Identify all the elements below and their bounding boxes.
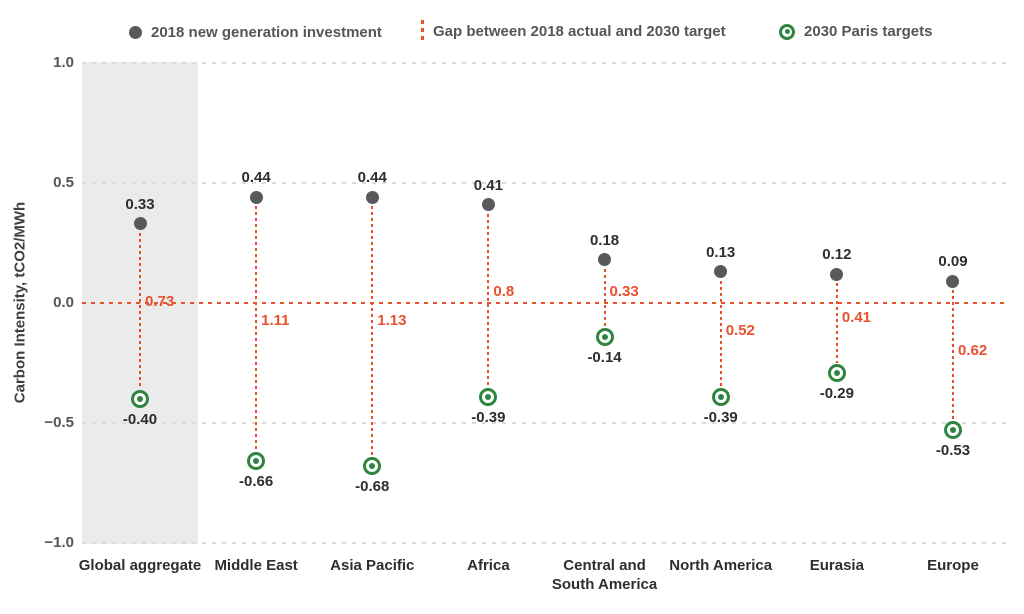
region-label: Africa (467, 557, 510, 574)
legend-label-investment: 2018 new generation investment (151, 24, 382, 41)
target-value-label: -0.39 (471, 408, 506, 426)
gap-value-label: 0.52 (725, 322, 755, 339)
investment-dot (714, 265, 728, 279)
legend-label-targets: 2030 Paris targets (804, 23, 933, 40)
legend-item-investment: 2018 new generation investment (129, 24, 382, 41)
legend-item-targets: 2030 Paris targets (779, 23, 932, 40)
gap-line (255, 206, 258, 452)
target-ring-inner (949, 427, 956, 434)
target-ring-inner (485, 393, 492, 400)
gap-value-label: 0.8 (493, 283, 515, 300)
target-ring-inner (717, 393, 724, 400)
region-label: Asia Pacific (330, 557, 415, 574)
region-label: Central and South America (551, 557, 658, 593)
target-ring-inner (253, 458, 260, 465)
ring-dot-icon (779, 23, 795, 40)
gap-value-label: 1.11 (261, 312, 290, 329)
target-value-label: -0.39 (703, 408, 738, 426)
target-value-label: -0.29 (819, 384, 854, 402)
target-ring-inner (369, 463, 376, 470)
gap-line (603, 268, 606, 327)
gap-value-label: 1.13 (377, 312, 407, 329)
gap-value-label: 0.33 (609, 283, 639, 300)
y-tick-label: 1.0 (53, 54, 74, 71)
gap-line (139, 232, 141, 389)
gap-value-label: 0.73 (145, 293, 175, 310)
target-ring (131, 390, 149, 408)
investment-dot (481, 198, 495, 212)
target-ring (827, 363, 846, 382)
region-label: North America (669, 557, 773, 574)
target-value-label: -0.53 (935, 442, 971, 460)
gap-line (487, 213, 490, 387)
region-label: Europe (927, 557, 979, 574)
investment-value-label: 0.09 (938, 253, 968, 271)
target-ring-inner (137, 396, 143, 402)
investment-value-label: 0.13 (706, 243, 736, 261)
gap-value-label: 0.41 (841, 309, 872, 326)
y-tick-label: 0.5 (53, 174, 74, 191)
zero-gridline (82, 302, 1006, 304)
region-label: Middle East (214, 557, 298, 574)
target-value-label: -0.14 (587, 348, 622, 366)
investment-value-label: 0.18 (589, 231, 620, 249)
target-ring (595, 327, 614, 346)
filled-dot-icon (129, 26, 142, 39)
target-ring (363, 457, 382, 476)
target-ring-inner (601, 333, 608, 340)
y-tick-label: −0.5 (44, 414, 74, 431)
gap-line (719, 280, 722, 387)
gridline (82, 422, 1006, 424)
investment-value-label: 0.44 (357, 169, 387, 187)
gridline (82, 542, 1006, 544)
target-value-label: -0.66 (239, 473, 274, 491)
target-ring (479, 387, 498, 406)
target-ring-inner (833, 369, 840, 376)
investment-dot (830, 267, 844, 281)
investment-value-label: 0.41 (473, 176, 503, 194)
target-ring (711, 387, 730, 406)
investment-dot (133, 217, 147, 231)
gridline (82, 62, 1006, 64)
gap-line (951, 290, 954, 421)
target-value-label: -0.40 (122, 411, 158, 428)
region-label: Eurasia (809, 557, 864, 574)
target-value-label: -0.68 (355, 478, 390, 496)
legend-label-gap: Gap between 2018 actual and 2030 target (433, 22, 726, 40)
target-ring (247, 452, 266, 471)
gridline (82, 182, 1006, 184)
gap-value-label: 0.62 (957, 342, 988, 359)
y-tick-label: 0.0 (53, 294, 74, 311)
investment-dot (946, 274, 960, 288)
y-tick-label: −1.0 (44, 534, 74, 551)
investment-dot (365, 190, 379, 204)
dotted-line-icon (421, 20, 424, 42)
gap-line (835, 283, 838, 363)
target-ring (943, 421, 962, 440)
investment-value-label: 0.44 (241, 169, 271, 187)
gap-line (371, 206, 374, 457)
investment-value-label: 0.33 (125, 195, 155, 213)
investment-dot (249, 190, 263, 204)
investment-value-label: 0.12 (822, 246, 852, 264)
region-label: Global aggregate (78, 557, 202, 574)
investment-dot (598, 253, 612, 267)
legend-item-gap: Gap between 2018 actual and 2030 target (421, 20, 726, 42)
